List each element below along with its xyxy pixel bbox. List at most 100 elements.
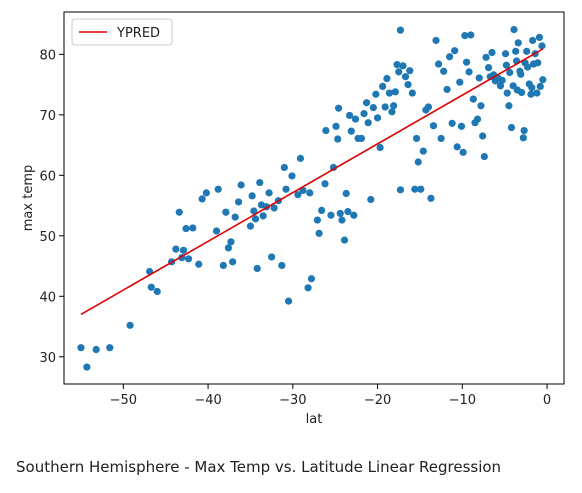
x-tick-label: 0 bbox=[543, 393, 551, 408]
data-point-147 bbox=[512, 47, 520, 55]
data-point-69 bbox=[347, 127, 355, 135]
data-point-53 bbox=[313, 216, 321, 224]
data-point-79 bbox=[372, 90, 380, 98]
data-point-23 bbox=[224, 244, 233, 252]
data-point-85 bbox=[385, 89, 394, 97]
x-tick-label: −50 bbox=[110, 393, 137, 408]
data-point-80 bbox=[373, 114, 382, 122]
data-point-2 bbox=[92, 345, 100, 354]
data-point-119 bbox=[461, 31, 469, 40]
data-point-13 bbox=[182, 224, 190, 233]
data-point-106 bbox=[429, 122, 438, 130]
data-point-133 bbox=[488, 48, 496, 57]
data-point-58 bbox=[327, 211, 335, 219]
data-point-152 bbox=[517, 70, 525, 78]
data-point-140 bbox=[502, 61, 510, 69]
data-point-138 bbox=[498, 76, 506, 84]
data-point-114 bbox=[451, 47, 459, 55]
data-point-76 bbox=[364, 119, 372, 127]
data-point-48 bbox=[296, 154, 305, 162]
data-point-158 bbox=[523, 63, 532, 71]
data-point-61 bbox=[334, 135, 342, 143]
y-tick-label: 70 bbox=[39, 109, 56, 124]
chart-caption: Southern Hemisphere - Max Temp vs. Latit… bbox=[16, 458, 502, 476]
data-point-123 bbox=[469, 95, 477, 103]
y-axis: 30 40 50 60 70 80 bbox=[39, 48, 64, 366]
x-tick-label: −20 bbox=[364, 393, 391, 408]
data-point-63 bbox=[336, 209, 344, 218]
data-point-91 bbox=[396, 26, 405, 34]
data-point-154 bbox=[519, 134, 527, 142]
points-layer bbox=[77, 25, 547, 371]
data-point-45 bbox=[284, 297, 293, 305]
data-point-54 bbox=[315, 229, 323, 237]
data-point-1 bbox=[83, 363, 91, 371]
data-point-111 bbox=[443, 85, 451, 94]
data-point-89 bbox=[393, 61, 401, 69]
data-point-21 bbox=[219, 261, 227, 270]
data-point-50 bbox=[304, 284, 312, 292]
data-point-74 bbox=[360, 110, 368, 118]
data-point-9 bbox=[172, 245, 180, 253]
data-point-131 bbox=[484, 64, 493, 72]
plot-background bbox=[64, 12, 564, 384]
data-point-109 bbox=[437, 134, 445, 143]
data-point-122 bbox=[467, 31, 475, 39]
data-point-60 bbox=[332, 122, 340, 130]
data-point-82 bbox=[379, 82, 387, 90]
x-tick-label: −40 bbox=[194, 393, 221, 408]
data-point-46 bbox=[288, 172, 296, 180]
x-axis-label: lat bbox=[306, 412, 323, 427]
data-point-71 bbox=[351, 115, 360, 123]
data-point-73 bbox=[357, 134, 366, 143]
data-point-139 bbox=[501, 50, 510, 58]
regression-line bbox=[80, 48, 544, 316]
data-point-65 bbox=[340, 236, 349, 244]
data-point-99 bbox=[412, 134, 421, 143]
legend-box bbox=[71, 18, 173, 46]
x-axis: −50 −40 −30 −20 −10 0 bbox=[110, 384, 551, 408]
data-point-137 bbox=[496, 82, 505, 90]
data-point-98 bbox=[411, 185, 419, 193]
data-point-81 bbox=[376, 143, 384, 152]
data-point-10 bbox=[175, 208, 183, 216]
data-point-92 bbox=[396, 186, 405, 194]
data-point-104 bbox=[424, 103, 433, 111]
data-point-126 bbox=[475, 74, 483, 82]
data-point-78 bbox=[369, 103, 377, 112]
legend: YPRED bbox=[71, 18, 173, 46]
data-point-162 bbox=[529, 36, 537, 45]
data-point-56 bbox=[321, 180, 329, 188]
data-point-44 bbox=[280, 163, 288, 172]
data-point-83 bbox=[381, 103, 389, 111]
data-point-55 bbox=[318, 206, 326, 214]
data-point-88 bbox=[391, 88, 399, 96]
data-point-144 bbox=[507, 123, 516, 132]
data-point-18 bbox=[202, 189, 210, 197]
y-tick-label: 80 bbox=[39, 48, 56, 63]
y-tick-label: 40 bbox=[39, 290, 56, 305]
data-point-120 bbox=[462, 58, 471, 66]
data-point-117 bbox=[457, 122, 466, 130]
data-point-168 bbox=[536, 82, 544, 90]
regression-layer bbox=[80, 48, 544, 316]
data-point-112 bbox=[445, 53, 454, 61]
data-point-84 bbox=[383, 74, 391, 83]
data-point-70 bbox=[350, 211, 358, 219]
data-point-101 bbox=[417, 185, 425, 193]
data-point-17 bbox=[198, 195, 206, 203]
data-point-157 bbox=[523, 47, 531, 55]
data-point-75 bbox=[362, 99, 371, 107]
data-point-20 bbox=[214, 185, 222, 193]
data-point-115 bbox=[453, 143, 461, 151]
data-point-170 bbox=[539, 76, 547, 84]
x-tick-label: −10 bbox=[449, 393, 476, 408]
y-tick-label: 30 bbox=[39, 351, 56, 366]
data-point-160 bbox=[527, 90, 535, 98]
data-point-143 bbox=[506, 68, 514, 77]
data-point-29 bbox=[246, 222, 255, 230]
data-point-3 bbox=[106, 344, 114, 352]
data-point-32 bbox=[251, 215, 260, 223]
data-point-25 bbox=[229, 258, 237, 266]
data-point-161 bbox=[528, 84, 536, 92]
